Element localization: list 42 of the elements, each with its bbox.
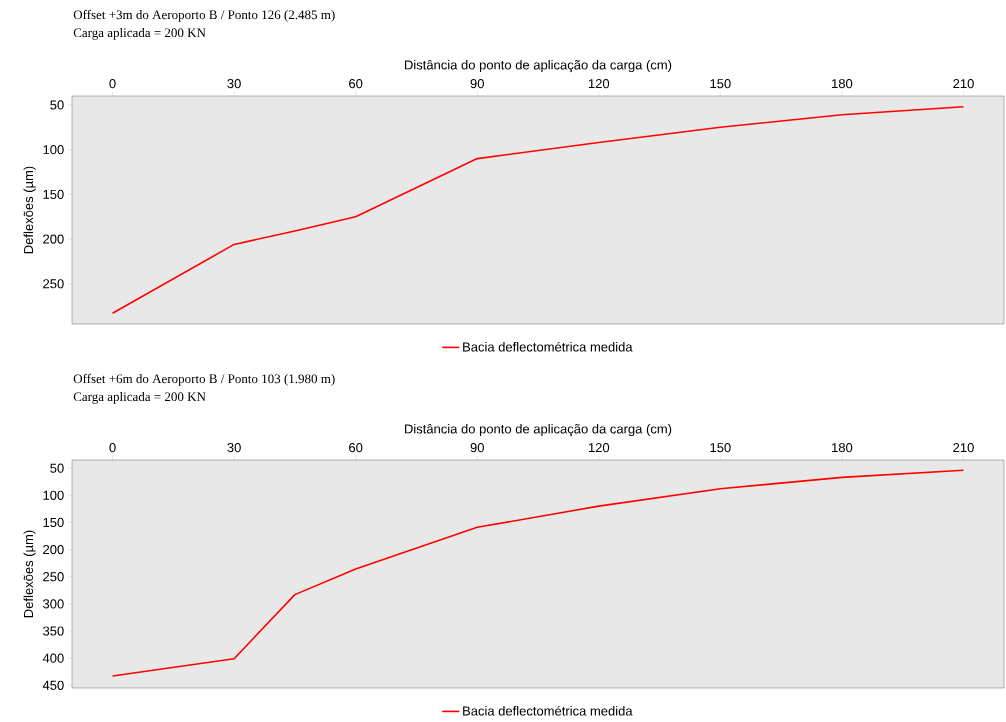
- y-tick-label: 50: [50, 463, 64, 473]
- x-tick-label: 30: [227, 442, 241, 453]
- line-series: [111, 469, 965, 677]
- x-tick-label: 180: [832, 442, 853, 453]
- x-tick-label: 30: [227, 78, 241, 89]
- y-tick-label: 250: [43, 572, 64, 582]
- y-tick-label: 250: [43, 279, 64, 289]
- chart-subtitle: Carga aplicada = 200 KN: [73, 27, 206, 40]
- y-tick-label: 50: [50, 100, 64, 110]
- x-tick-label: 120: [588, 78, 610, 89]
- line-series: [111, 105, 965, 315]
- x-tick-label: 90: [470, 442, 484, 453]
- x-tick-label: 120: [588, 442, 610, 453]
- x-tick-label: 210: [953, 78, 974, 89]
- x-tick-label: 180: [832, 78, 853, 89]
- y-tick-label: 200: [43, 234, 64, 244]
- x-tick-label: 150: [710, 442, 731, 453]
- chart-title: Offset +6m do Aeroporto B / Ponto 103 (1.980 m): [73, 373, 335, 386]
- x-axis-title: Distância do ponto de aplicação da carga (cm): [405, 423, 672, 437]
- x-tick-label: 0: [109, 78, 116, 89]
- y-tick-label: 300: [43, 599, 64, 609]
- x-tick-label: 0: [109, 442, 116, 453]
- x-tick-label: 90: [470, 78, 484, 89]
- legend-label: Bacia deflectométrica medida: [463, 705, 633, 716]
- y-tick-label: 150: [43, 189, 64, 199]
- y-axis-title: Deflexões (µm): [23, 166, 36, 254]
- y-tick-label: 450: [42, 680, 64, 690]
- chart-subtitle: Carga aplicada = 200 KN: [73, 391, 206, 404]
- chart-title: Offset +3m do Aeroporto B / Ponto 126 (2.485 m): [73, 9, 335, 22]
- y-tick-label: 400: [42, 653, 64, 663]
- x-tick-label: 60: [349, 78, 363, 89]
- y-tick-label: 100: [43, 490, 64, 500]
- y-axis-title: Deflexões (µm): [23, 530, 36, 618]
- x-tick-label: 150: [710, 78, 731, 89]
- y-tick-label: 150: [43, 517, 64, 528]
- x-axis-title: Distância do ponto de aplicação da carga (cm): [405, 59, 672, 73]
- y-tick-label: 100: [43, 145, 64, 155]
- y-tick-label: 350: [43, 626, 64, 636]
- x-tick-label: 210: [953, 442, 974, 453]
- y-tick-label: 200: [43, 544, 64, 555]
- x-tick-label: 60: [349, 442, 363, 453]
- legend-label: Bacia deflectométrica medida: [463, 341, 633, 352]
